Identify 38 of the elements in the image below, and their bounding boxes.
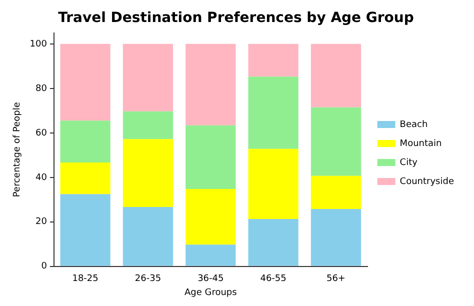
x-axis-title: Age Groups <box>184 288 238 298</box>
x-tick-label: 46-55 <box>260 274 286 284</box>
bar <box>60 162 110 194</box>
x-tick-label: 18-25 <box>72 274 98 284</box>
bar <box>60 194 110 266</box>
legend-label: Countryside <box>400 176 454 187</box>
x-tick-label: 36-45 <box>198 274 224 284</box>
bar <box>186 188 236 245</box>
x-tick-label: 26-35 <box>134 274 162 284</box>
chart-title: Travel Destination Preferences by Age Group <box>58 10 414 26</box>
legend-label: Mountain <box>400 138 442 149</box>
y-tick-label: 20 <box>36 217 48 228</box>
bar <box>186 244 236 266</box>
y-tick-label: 100 <box>30 39 48 50</box>
bar <box>122 139 174 207</box>
bar <box>122 207 174 266</box>
bar <box>310 176 362 209</box>
bar <box>186 44 236 126</box>
bar <box>122 44 174 112</box>
y-axis-title: Percentage of People <box>12 102 23 198</box>
x-tick-label: 56+ <box>326 274 346 284</box>
bar <box>248 76 298 149</box>
bar <box>60 44 110 121</box>
y-tick-label: 40 <box>36 172 48 183</box>
bar <box>310 107 362 176</box>
bar <box>60 120 110 163</box>
bar <box>248 44 298 77</box>
bar <box>186 125 236 189</box>
bar <box>310 209 362 266</box>
bar <box>248 148 298 220</box>
legend-label: City <box>400 158 418 168</box>
y-tick-label: 60 <box>36 128 48 138</box>
y-tick-label: 0 <box>41 262 48 272</box>
bar <box>122 111 174 140</box>
y-tick-label: 80 <box>36 84 48 94</box>
bar <box>310 44 362 108</box>
bar <box>248 219 298 266</box>
legend-label: Beach <box>400 120 428 130</box>
